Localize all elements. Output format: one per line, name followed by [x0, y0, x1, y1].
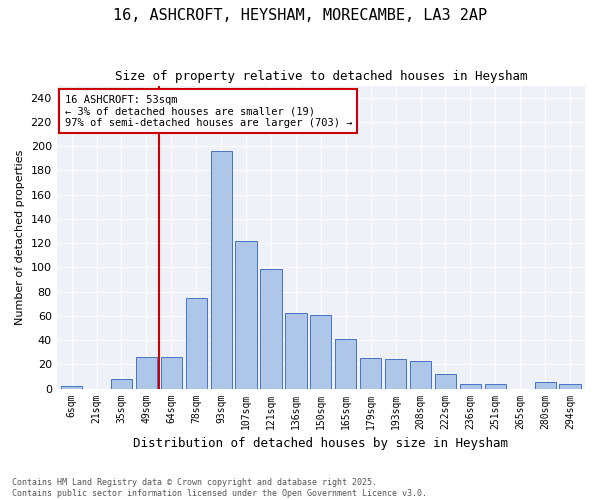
- Bar: [211, 151, 232, 388]
- Bar: [260, 268, 281, 388]
- Y-axis label: Number of detached properties: Number of detached properties: [15, 150, 25, 324]
- Bar: [435, 374, 456, 388]
- Bar: [485, 384, 506, 388]
- Bar: [559, 384, 581, 388]
- Bar: [111, 379, 132, 388]
- Text: 16, ASHCROFT, HEYSHAM, MORECAMBE, LA3 2AP: 16, ASHCROFT, HEYSHAM, MORECAMBE, LA3 2A…: [113, 8, 487, 22]
- Bar: [535, 382, 556, 388]
- Bar: [410, 360, 431, 388]
- Bar: [460, 384, 481, 388]
- Text: Contains HM Land Registry data © Crown copyright and database right 2025.
Contai: Contains HM Land Registry data © Crown c…: [12, 478, 427, 498]
- X-axis label: Distribution of detached houses by size in Heysham: Distribution of detached houses by size …: [133, 437, 508, 450]
- Bar: [310, 314, 331, 388]
- Text: 16 ASHCROFT: 53sqm
← 3% of detached houses are smaller (19)
97% of semi-detached: 16 ASHCROFT: 53sqm ← 3% of detached hous…: [65, 94, 352, 128]
- Bar: [235, 240, 257, 388]
- Title: Size of property relative to detached houses in Heysham: Size of property relative to detached ho…: [115, 70, 527, 83]
- Bar: [185, 298, 207, 388]
- Bar: [286, 314, 307, 388]
- Bar: [161, 357, 182, 388]
- Bar: [61, 386, 82, 388]
- Bar: [385, 360, 406, 388]
- Bar: [360, 358, 381, 388]
- Bar: [335, 339, 356, 388]
- Bar: [136, 357, 157, 388]
